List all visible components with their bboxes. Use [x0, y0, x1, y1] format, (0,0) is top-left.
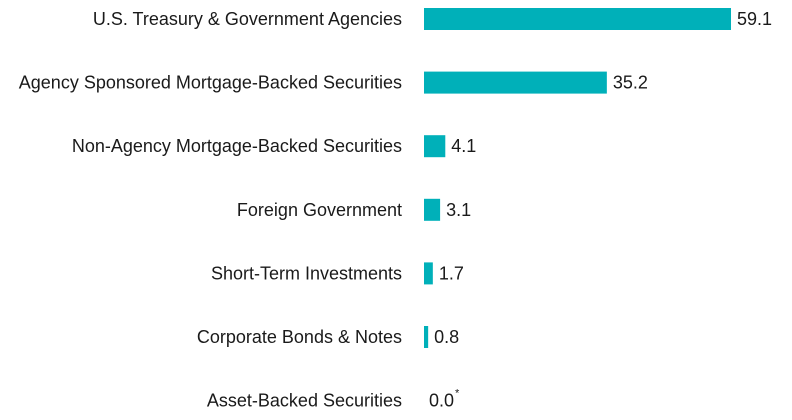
bar-u-s-treasury-and-government-agencies — [424, 8, 731, 30]
bars — [424, 8, 731, 348]
value-label-agency-sponsored-mortgage-backed-securities: 35.2 — [613, 73, 648, 93]
category-label-u-s-treasury-and-government-agencies: U.S. Treasury & Government Agencies — [93, 9, 402, 29]
value-footnote-marker: * — [455, 388, 460, 400]
value-label-short-term-investments: 1.7 — [439, 263, 464, 283]
bar-non-agency-mortgage-backed-securities — [424, 135, 446, 158]
category-label-agency-sponsored-mortgage-backed-securities: Agency Sponsored Mortgage-Backed Securit… — [19, 73, 402, 93]
value-label-foreign-government: 3.1 — [446, 200, 471, 220]
category-label-asset-backed-securities: Asset-Backed Securities — [207, 391, 402, 411]
category-label-non-agency-mortgage-backed-securities: Non-Agency Mortgage-Backed Securities — [72, 136, 402, 156]
category-label-foreign-government: Foreign Government — [237, 200, 402, 220]
value-labels: 59.1 35.2 4.1 3.1 1.7 0.8 0.0* — [429, 9, 772, 411]
value-label-u-s-treasury-and-government-agencies: 59.1 — [737, 9, 772, 29]
category-label-corporate-bonds-and-notes: Corporate Bonds & Notes — [197, 327, 402, 347]
value-label-non-agency-mortgage-backed-securities: 4.1 — [451, 136, 476, 156]
value-label-corporate-bonds-and-notes: 0.8 — [434, 327, 459, 347]
category-labels: U.S. Treasury & Government Agencies Agenc… — [19, 9, 402, 411]
bar-agency-sponsored-mortgage-backed-securities — [424, 71, 607, 94]
bar-foreign-government — [424, 198, 441, 221]
bar-short-term-investments — [424, 262, 433, 285]
bar-corporate-bonds-and-notes — [424, 326, 429, 348]
value-label-asset-backed-securities: 0.0* — [429, 388, 460, 411]
category-label-short-term-investments: Short-Term Investments — [211, 263, 402, 283]
